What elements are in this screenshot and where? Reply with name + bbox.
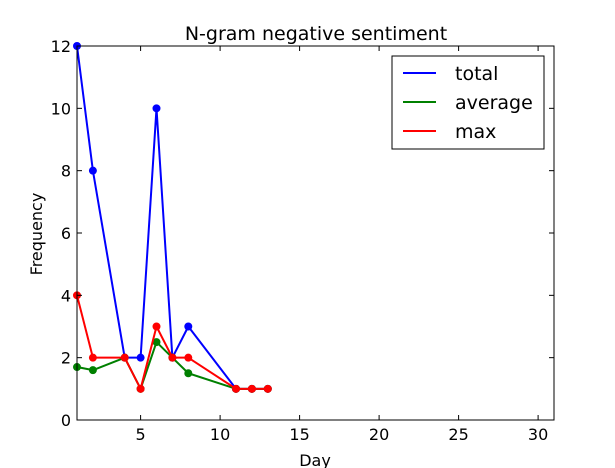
x-tick-label-20: 20 — [369, 425, 389, 444]
y-tick-label-2: 2 — [61, 349, 71, 368]
data-point-average-6 — [184, 369, 193, 378]
y-axis-label: Frequency — [27, 193, 46, 276]
data-point-average-1 — [88, 366, 97, 375]
x-tick-label-30: 30 — [528, 425, 548, 444]
y-tick-label-4: 4 — [61, 286, 71, 305]
legend-label-max: max — [455, 121, 496, 143]
data-point-max-4 — [152, 322, 161, 331]
x-axis-label: Day — [299, 451, 331, 468]
data-point-max-8 — [247, 384, 256, 393]
legend-label-total: total — [455, 63, 498, 85]
legend: total average max — [391, 55, 545, 150]
x-tick-label-10: 10 — [210, 425, 230, 444]
data-point-max-3 — [136, 384, 145, 393]
data-point-max-2 — [120, 353, 129, 362]
y-tick-label-6: 6 — [61, 224, 71, 243]
data-point-total-1 — [88, 166, 97, 175]
data-point-total-6 — [184, 322, 193, 331]
data-point-max-9 — [263, 384, 272, 393]
y-tick-label-12: 12 — [51, 37, 71, 56]
legend-label-average: average — [455, 92, 533, 114]
y-tick-label-10: 10 — [51, 99, 71, 118]
plot-area — [73, 42, 272, 393]
data-point-max-1 — [88, 353, 97, 362]
series-line-max — [76, 295, 268, 390]
series-line-total — [76, 45, 268, 390]
data-point-max-6 — [184, 353, 193, 362]
axis-ticks: 5 10 15 20 25 30 0 2 4 6 8 10 12 — [51, 37, 554, 444]
data-point-max-5 — [168, 353, 177, 362]
data-point-total-3 — [136, 353, 145, 362]
y-tick-label-8: 8 — [61, 162, 71, 181]
data-point-max-7 — [232, 384, 240, 393]
x-tick-label-15: 15 — [289, 425, 309, 444]
data-point-total-4 — [152, 104, 161, 113]
chart-title: N-gram negative sentiment — [185, 23, 447, 45]
x-tick-label-25: 25 — [448, 425, 468, 444]
y-tick-label-0: 0 — [61, 411, 71, 430]
x-tick-label-5: 5 — [136, 425, 146, 444]
